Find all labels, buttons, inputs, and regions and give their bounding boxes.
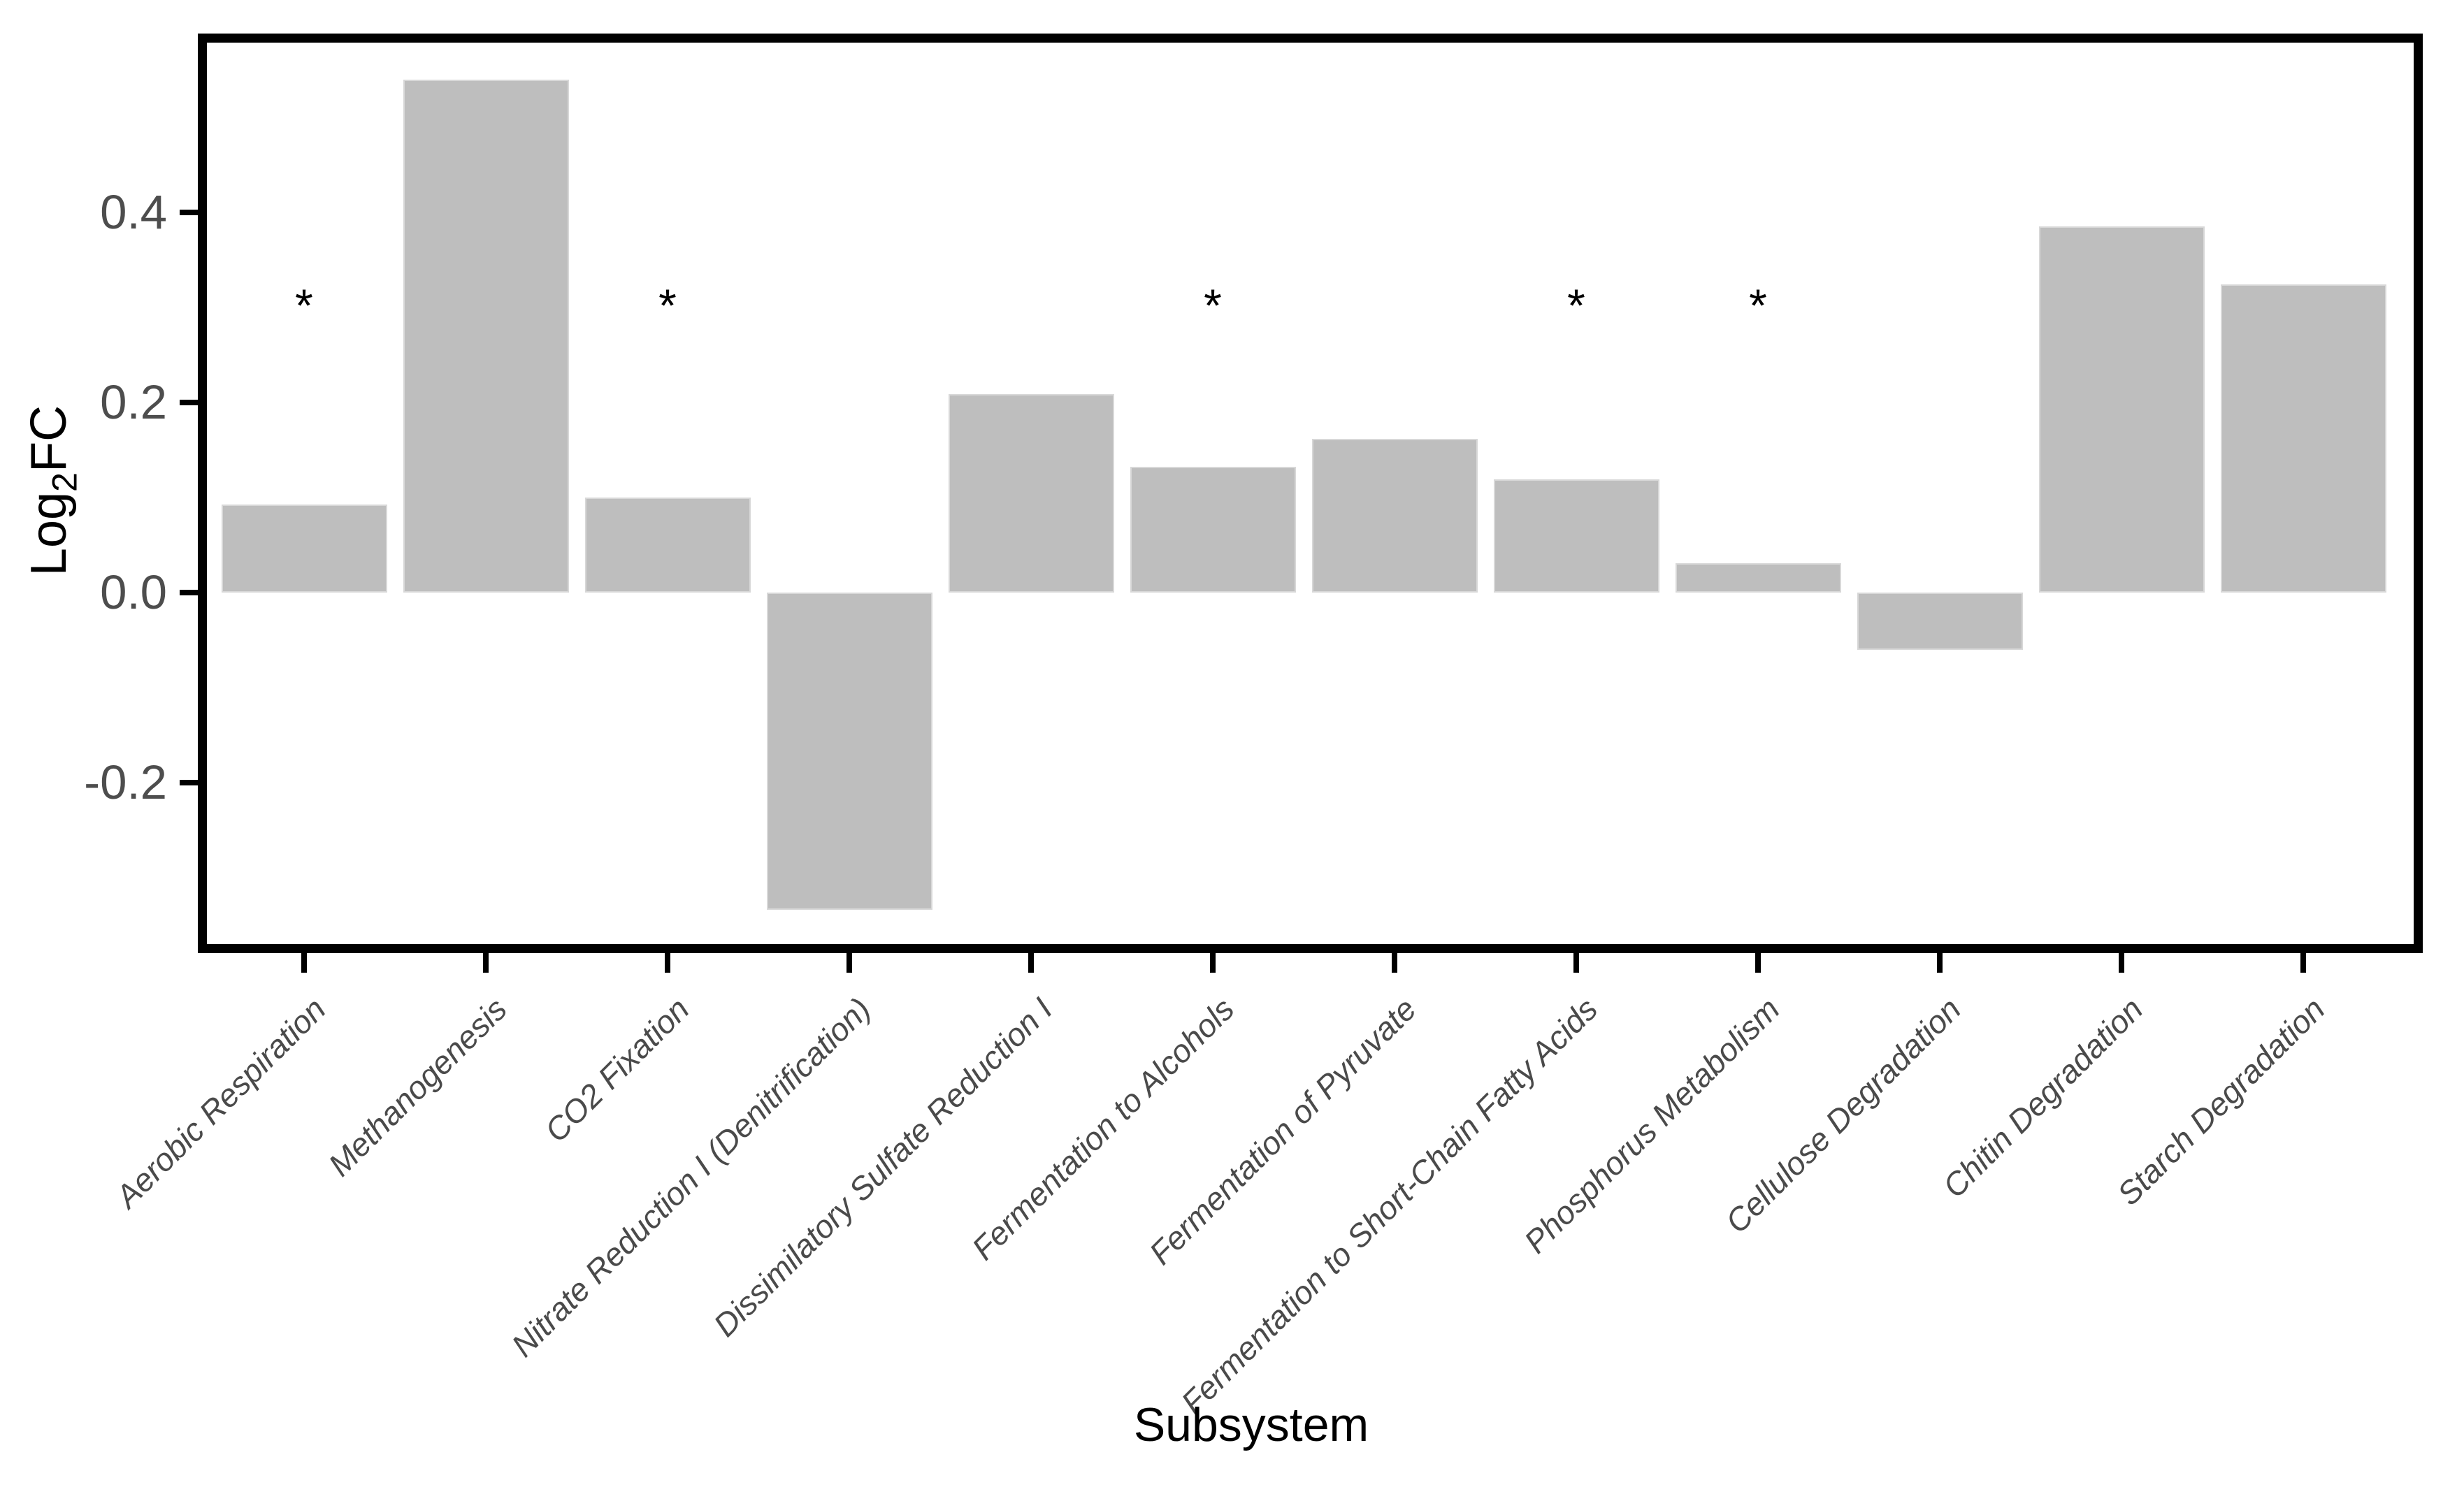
bar [1675, 563, 1841, 593]
bar [1311, 438, 1478, 593]
x-tick-mark [301, 953, 307, 973]
x-tick-label: CO2 Fixation [537, 990, 696, 1149]
y-tick-label: 0.2 [100, 375, 167, 429]
significance-asterisk: * [295, 280, 313, 332]
x-tick-label: Nitrate Reduction I (Denitrification) [504, 990, 878, 1364]
y-tick-label: -0.2 [84, 755, 167, 809]
x-tick-label: Dissimilatory Sulfate Reduction I [706, 990, 1060, 1344]
bar [2038, 226, 2205, 593]
x-tick-mark [2300, 953, 2306, 973]
x-tick-mark [1573, 953, 1579, 973]
y-axis-title-sub: 2 [44, 472, 85, 492]
bar [1493, 479, 1659, 593]
significance-asterisk: * [1749, 280, 1767, 332]
x-tick-mark [483, 953, 489, 973]
bar [948, 393, 1114, 593]
x-axis-title: Subsystem [1133, 1398, 1369, 1451]
x-tick-mark [1392, 953, 1397, 973]
bar [1857, 593, 2023, 650]
x-tick-label: Aerobic Respiration [108, 990, 333, 1215]
significance-asterisk: * [1204, 280, 1222, 332]
significance-asterisk: * [658, 280, 677, 332]
x-tick-mark [1937, 953, 1943, 973]
bar [584, 498, 751, 593]
y-axis-title-pre: Log [21, 491, 77, 576]
significance-asterisk: * [1567, 280, 1585, 332]
y-tick-label: 0.0 [100, 565, 167, 619]
bar [403, 79, 569, 593]
bar [221, 504, 387, 593]
y-tick-mark [180, 210, 198, 215]
x-tick-mark [665, 953, 670, 973]
x-tick-mark [1755, 953, 1761, 973]
x-tick-label: Chitin Degradation [1936, 990, 2150, 1205]
y-tick-mark [180, 590, 198, 595]
bar [766, 593, 932, 911]
y-tick-mark [180, 400, 198, 405]
bar [1130, 467, 1296, 593]
x-tick-label: Methanogenesis [321, 990, 514, 1184]
x-tick-label: Starch Degradation [2110, 990, 2332, 1212]
bar [2220, 284, 2386, 593]
y-tick-mark [180, 780, 198, 785]
x-tick-mark [1210, 953, 1216, 973]
x-tick-label: Fermentation to Short-Chain Fatty Acids [1174, 990, 1605, 1421]
y-axis-title-post: FC [21, 405, 77, 472]
y-tick-label: 0.4 [100, 185, 167, 239]
x-tick-mark [1028, 953, 1034, 973]
x-tick-mark [846, 953, 852, 973]
x-tick-mark [2119, 953, 2124, 973]
